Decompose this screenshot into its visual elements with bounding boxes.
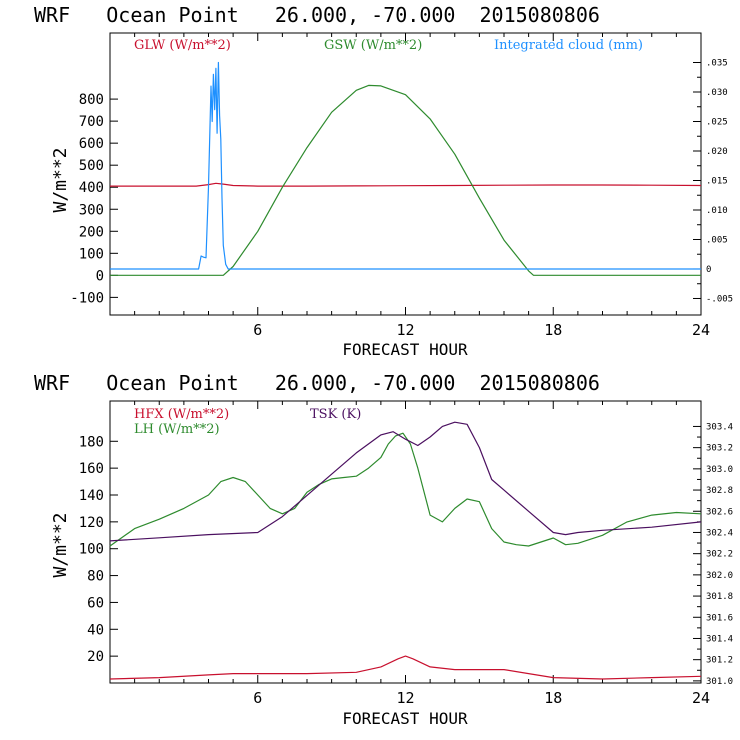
- y-tick-label: 400: [79, 180, 104, 196]
- chart1-series-lines: [110, 61, 702, 276]
- y-tick-label: -100: [70, 290, 104, 306]
- x-tick-label: 6: [253, 689, 262, 707]
- y-tick-label: 100: [79, 542, 104, 558]
- y-tick-label: 80: [87, 569, 104, 585]
- y2-tick-label: 301.0: [706, 677, 733, 687]
- y2-tick-label: .010: [706, 206, 728, 216]
- y-tick-label: 0: [96, 268, 104, 284]
- chart2-axes: 6 12 18 24 20 40 60 80 100 120 140 160 180 303.4 303.2…: [79, 401, 733, 707]
- y2-tick-label: 302.0: [706, 571, 733, 581]
- series-line-integrated: [110, 61, 701, 270]
- chart1-xlabel: FORECAST HOUR: [342, 340, 468, 359]
- y2-tick-label: 302.6: [706, 507, 733, 517]
- chart1-title: WRF Ocean Point 26.000, -70.000 20150808…: [34, 3, 600, 27]
- chart1-frame: [109, 32, 702, 316]
- chart2-legend: HFX (W/m**2) LH (W/m**2) TSK (K): [134, 407, 361, 437]
- y-tick-label: 40: [87, 622, 104, 638]
- y2-tick-label: -.005: [706, 294, 733, 304]
- x-tick-label: 6: [253, 321, 262, 339]
- x-tick-label: 24: [692, 321, 710, 339]
- y2-tick-label: .025: [706, 117, 728, 127]
- y-tick-label: 700: [79, 114, 104, 130]
- y2-tick-label: 303.0: [706, 465, 733, 475]
- chart1-legend: GLW (W/m**2) GSW (W/m**2) Integrated clo…: [134, 38, 643, 53]
- legend-tsk: TSK (K): [310, 407, 361, 422]
- y-tick-label: 800: [79, 92, 104, 108]
- x-tick-label: 12: [396, 689, 414, 707]
- y2-tick-label: 303.4: [706, 422, 733, 432]
- series-line-gsw: [110, 84, 701, 276]
- series-line-lh: [109, 432, 702, 547]
- y2-tick-label: 302.2: [706, 550, 733, 560]
- y2-tick-label: 301.6: [706, 613, 733, 623]
- y-tick-label: 120: [79, 515, 104, 531]
- y2-tick-label: .020: [706, 147, 728, 157]
- y2-tick-label: 303.2: [706, 444, 733, 454]
- y-tick-label: 600: [79, 136, 104, 152]
- y-tick-label: 160: [79, 461, 104, 477]
- legend-gsw: GSW (W/m**2): [324, 38, 422, 53]
- x-tick-label: 24: [692, 689, 710, 707]
- y2-tick-label: 301.4: [706, 634, 733, 644]
- legend-glw: GLW (W/m**2): [134, 38, 231, 53]
- y2-tick-label: .030: [706, 88, 728, 98]
- series-line-hfx: [109, 655, 702, 680]
- chart2-frame: [109, 400, 702, 684]
- y-tick-label: 140: [79, 488, 104, 504]
- x-tick-label: 12: [396, 321, 414, 339]
- y-tick-label: 20: [87, 649, 104, 665]
- y2-tick-label: 302.8: [706, 486, 733, 496]
- chart2-xlabel: FORECAST HOUR: [342, 709, 468, 728]
- y2-tick-label: .015: [706, 176, 728, 186]
- x-tick-label: 18: [544, 689, 562, 707]
- chart2-title: WRF Ocean Point 26.000, -70.000 20150808…: [34, 371, 600, 395]
- chart1-axes: 6 12 18 24 -100 0 100 200 300 400 500 600 700 800 .035…: [70, 33, 733, 339]
- y2-tick-label: .005: [706, 235, 728, 245]
- y2-tick-label: 302.4: [706, 528, 733, 538]
- series-line-glw: [110, 182, 702, 187]
- chart2-ylabel: W/m**2: [50, 512, 71, 577]
- y-tick-label: 180: [79, 434, 104, 450]
- x-tick-label: 18: [544, 321, 562, 339]
- y-tick-label: 300: [79, 202, 104, 218]
- legend-hfx: HFX (W/m**2): [134, 407, 229, 422]
- series-line-tsk: [109, 421, 702, 542]
- y-tick-label: 60: [87, 595, 104, 611]
- y2-tick-label: .035: [706, 58, 728, 68]
- y-tick-label: 200: [79, 224, 104, 240]
- y2-tick-label: 301.8: [706, 592, 733, 602]
- chart1-ylabel: W/m**2: [50, 147, 71, 212]
- y-tick-label: 500: [79, 158, 104, 174]
- y-tick-label: 100: [79, 246, 104, 262]
- y2-tick-label: 301.2: [706, 656, 733, 666]
- legend-cloud: Integrated cloud (mm): [494, 38, 643, 53]
- legend-lh: LH (W/m**2): [134, 422, 220, 437]
- y2-tick-label: 0: [706, 265, 711, 275]
- chart2-series-lines: [109, 421, 702, 680]
